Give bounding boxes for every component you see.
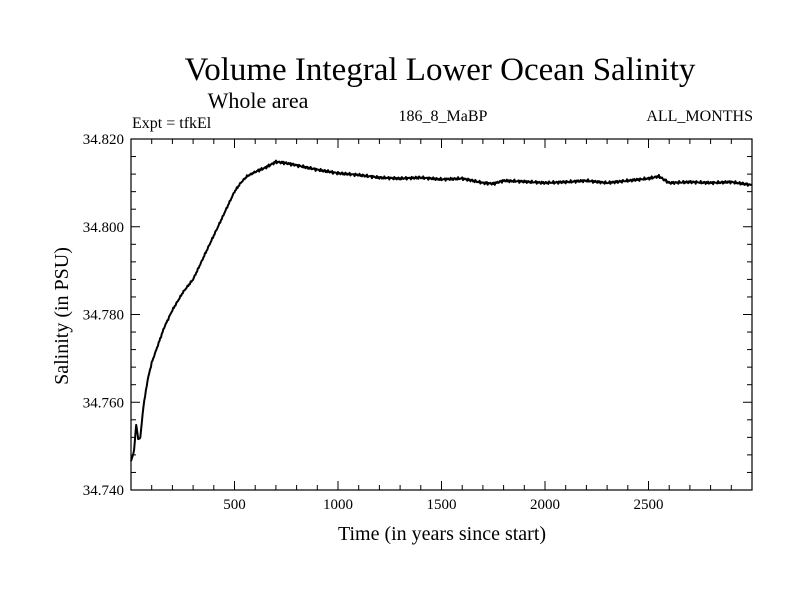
salinity-series-line [130,159,753,462]
y-tick-label: 34.800 [83,220,124,236]
chart-title: Volume Integral Lower Ocean Salinity [185,52,696,88]
x-tick-label: 2500 [634,497,664,513]
plot-frame [130,138,753,491]
y-tick-label: 34.740 [83,483,124,499]
x-axis-ticks: 500 1000 1500 2000 2500 [151,139,732,513]
experiment-label: Expt = tfkEl [132,115,212,132]
y-tick-label: 34.820 [83,132,124,148]
y-axis-label: Salinity (in PSU) [51,247,73,385]
x-axis-label: Time (in years since start) [338,523,546,545]
x-tick-label: 1000 [323,497,353,513]
x-tick-label: 1500 [427,497,457,513]
x-tick-label: 500 [223,497,246,513]
period-label: 186_8_MaBP [399,108,488,125]
y-tick-label: 34.780 [83,308,124,324]
chart-subtitle: Whole area [208,88,309,113]
months-label: ALL_MONTHS [646,108,753,125]
y-tick-label: 34.760 [83,395,124,411]
x-tick-label: 2000 [530,497,560,513]
y-axis-ticks: 34.740 34.760 34.780 34.800 34.820 [83,132,752,499]
